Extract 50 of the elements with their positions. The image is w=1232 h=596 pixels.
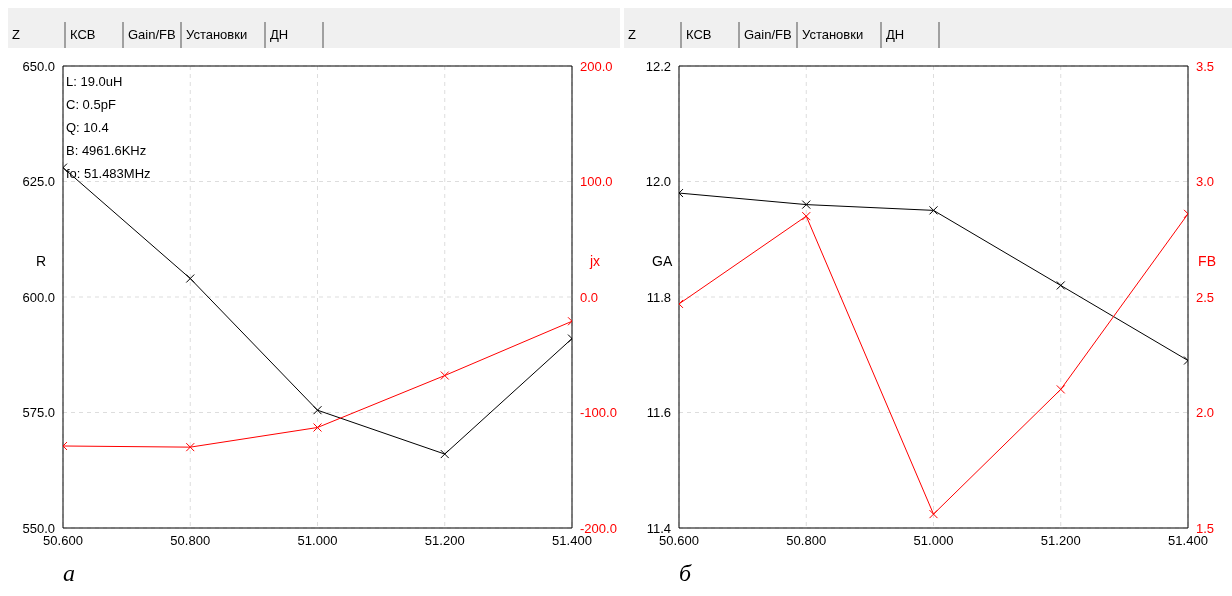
text: КСВ [682, 22, 740, 48]
y2-axis-title: FB [1198, 252, 1216, 269]
y-tick-label: 550.0 [22, 520, 55, 536]
x-tick-label: 51.000 [297, 533, 338, 549]
text: Gain/FB [740, 22, 798, 48]
x-tick-label: 50.800 [170, 533, 211, 549]
y-axis-title: R [36, 252, 47, 269]
y2-tick-label: -200.0 [580, 520, 617, 536]
y-tick-label: 11.6 [646, 405, 671, 421]
y2-tick-label: 3.0 [1196, 174, 1215, 190]
x-tick-label: 50.600 [659, 533, 699, 549]
y2-tick-label: 1.5 [1196, 520, 1215, 536]
y-tick-label: 575.0 [22, 405, 55, 421]
y2-tick-label: -100.0 [580, 405, 617, 421]
text: б [679, 559, 693, 588]
y-tick-label: 650.0 [22, 58, 55, 74]
text: Z [8, 22, 66, 48]
y-tick-label: 625.0 [22, 174, 55, 190]
y-axis-title: GA [652, 252, 673, 269]
y-tick-label: 12.2 [645, 58, 671, 74]
y-tick-label: 11.4 [646, 520, 671, 536]
x-tick-label: 51.200 [1040, 533, 1081, 549]
y2-tick-label: 100.0 [580, 174, 613, 190]
y2-tick-label: 200.0 [580, 58, 613, 74]
y-tick-label: 600.0 [22, 289, 55, 305]
y-tick-label: 12.0 [645, 174, 671, 190]
text: ДН [882, 22, 940, 48]
x-tick-label: 51.400 [1168, 533, 1208, 549]
annotation: C: 0.5pF [66, 96, 117, 114]
y2-tick-label: 0.0 [580, 289, 599, 305]
text: Установки [798, 22, 882, 48]
y2-axis-title: jx [588, 252, 600, 269]
x-tick-label: 51.400 [552, 533, 592, 549]
text: Z [624, 22, 682, 48]
text: КСВ [66, 22, 124, 48]
y2-tick-label: 3.5 [1196, 58, 1215, 74]
y2-tick-label: 2.0 [1196, 405, 1215, 421]
text: Gain/FB [124, 22, 182, 48]
y-tick-label: 11.8 [646, 289, 671, 305]
y2-tick-label: 2.5 [1196, 289, 1215, 305]
x-tick-label: 50.800 [786, 533, 827, 549]
x-tick-label: 51.000 [913, 533, 954, 549]
annotation: B: 4961.6KHz [66, 142, 148, 160]
x-tick-label: 51.200 [424, 533, 465, 549]
annotation: Q: 10.4 [66, 119, 110, 137]
text: Установки [182, 22, 266, 48]
annotation: L: 19.0uH [66, 73, 124, 91]
text: ДН [266, 22, 324, 48]
x-tick-label: 50.600 [43, 533, 83, 549]
text: а [63, 559, 76, 588]
